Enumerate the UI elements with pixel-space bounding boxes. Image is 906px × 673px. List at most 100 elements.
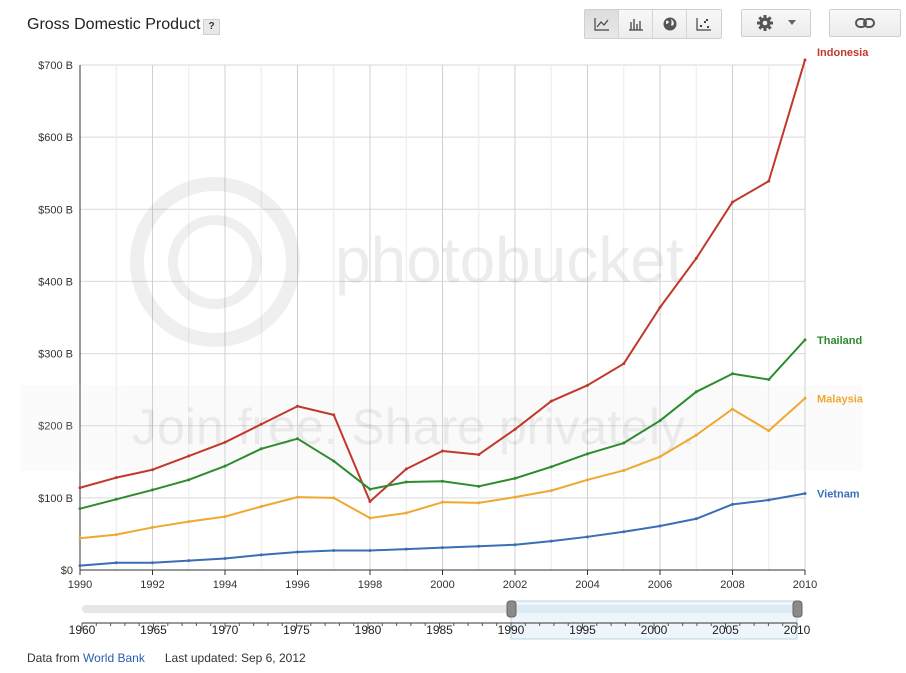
data-point-vietnam <box>259 553 263 557</box>
x-tick-label: 2002 <box>503 579 527 591</box>
data-point-indonesia <box>658 305 662 309</box>
data-point-indonesia <box>259 422 263 426</box>
watermark: photobucket Join free. Share privately. <box>20 177 862 471</box>
scatter-icon <box>696 18 711 31</box>
data-point-indonesia <box>151 468 154 472</box>
data-point-vietnam <box>694 517 698 521</box>
gdp-line-chart: $0 $100 B $200 B $300 B $400 B $500 B $600 B $7… <box>20 46 870 640</box>
updated-label: Last updated: <box>164 651 238 665</box>
data-point-indonesia <box>368 499 372 503</box>
settings-button[interactable] <box>741 9 811 37</box>
data-point-malaysia <box>78 536 82 540</box>
data-point-vietnam <box>114 561 118 565</box>
chart-series-labels: Indonesia Thailand Malaysia Vietnam <box>817 47 869 501</box>
page-title: Gross Domestic Product <box>27 16 201 33</box>
data-point-vietnam <box>477 544 481 548</box>
data-point-vietnam <box>658 524 662 528</box>
data-point-vietnam <box>549 539 553 543</box>
data-point-malaysia <box>477 501 481 505</box>
slider-handle-right[interactable] <box>792 600 803 618</box>
line-chart-button[interactable] <box>585 10 619 38</box>
data-point-indonesia <box>803 58 807 62</box>
y-tick-label: $100 B <box>38 493 73 505</box>
data-point-malaysia <box>586 478 589 482</box>
data-point-malaysia <box>223 515 227 519</box>
map-button[interactable] <box>653 10 687 38</box>
series-label-vietnam: Vietnam <box>817 489 860 501</box>
chevron-down-icon <box>788 20 796 25</box>
y-tick-label: $0 <box>61 565 73 577</box>
slider-tick-label: 2005 <box>712 623 739 637</box>
data-point-malaysia <box>368 516 372 520</box>
data-point-malaysia <box>296 495 299 499</box>
slider-tick-label: 1970 <box>212 623 239 637</box>
link-icon <box>855 18 875 28</box>
watermark-tagline: Join free. Share privately. <box>132 399 695 455</box>
data-point-vietnam <box>803 492 807 496</box>
data-point-malaysia <box>731 407 734 411</box>
data-point-malaysia <box>658 455 662 459</box>
range-slider: 1960 1965 1970 1975 1980 1985 1990 1995 2000 2005… <box>69 600 811 640</box>
slider-tick-label: 1975 <box>283 623 310 637</box>
slider-selected-range <box>511 605 797 613</box>
bar-chart-button[interactable] <box>619 10 653 38</box>
data-point-thailand <box>223 464 227 468</box>
data-point-thailand <box>513 476 517 480</box>
share-link-button[interactable] <box>829 9 901 37</box>
data-point-thailand <box>78 507 82 511</box>
data-point-thailand <box>658 419 662 423</box>
data-point-indonesia <box>78 486 82 490</box>
data-point-thailand <box>151 488 154 492</box>
data-point-thailand <box>187 478 191 482</box>
data-point-malaysia <box>404 511 408 515</box>
data-point-malaysia <box>513 495 517 499</box>
data-point-indonesia <box>441 449 444 453</box>
line-chart-icon <box>593 18 609 31</box>
slider-tick-label: 1995 <box>569 623 596 637</box>
x-tick-label: 1990 <box>68 579 92 591</box>
x-tick-label: 2010 <box>793 579 817 591</box>
y-tick-label: $400 B <box>38 276 73 288</box>
y-tick-label: $200 B <box>38 421 73 433</box>
data-point-thailand <box>114 497 118 501</box>
data-point-indonesia <box>404 467 408 471</box>
x-tick-label: 1996 <box>285 579 309 591</box>
data-point-indonesia <box>549 399 553 403</box>
data-point-vietnam <box>296 550 299 554</box>
scatter-button[interactable] <box>687 10 721 38</box>
data-point-thailand <box>296 437 299 441</box>
data-point-vietnam <box>731 502 734 506</box>
x-tick-label: 1992 <box>140 579 164 591</box>
data-point-thailand <box>731 372 734 376</box>
data-point-thailand <box>368 487 372 491</box>
data-point-malaysia <box>259 505 263 509</box>
source-link[interactable]: World Bank <box>83 651 145 665</box>
data-point-malaysia <box>151 525 154 529</box>
data-point-malaysia <box>332 496 336 500</box>
chart-type-toolbar <box>584 9 722 39</box>
data-point-vietnam <box>586 535 589 539</box>
bar-chart-icon <box>628 19 643 31</box>
data-point-malaysia <box>187 520 191 524</box>
data-point-indonesia <box>767 179 771 183</box>
slider-handle-left[interactable] <box>506 600 517 618</box>
data-point-vietnam <box>223 556 227 560</box>
data-point-thailand <box>586 452 589 456</box>
data-point-thailand <box>549 465 553 469</box>
footer: Data from World Bank Last updated: Sep 6… <box>27 651 306 665</box>
watermark-band <box>20 385 862 471</box>
slider-tick-label: 1990 <box>498 623 525 637</box>
data-point-vietnam <box>78 564 82 568</box>
data-point-vietnam <box>404 547 408 551</box>
slider-tick-label: 1980 <box>355 623 382 637</box>
data-point-thailand <box>477 484 481 488</box>
data-point-indonesia <box>296 404 299 408</box>
chart-series <box>78 58 807 568</box>
data-point-malaysia <box>767 429 771 433</box>
x-tick-label: 2004 <box>575 579 599 591</box>
data-point-thailand <box>767 378 771 382</box>
source-prefix: Data from <box>27 651 80 665</box>
data-point-indonesia <box>332 413 336 417</box>
help-button[interactable]: ? <box>203 19 220 35</box>
watermark-logo-outer <box>130 177 300 347</box>
